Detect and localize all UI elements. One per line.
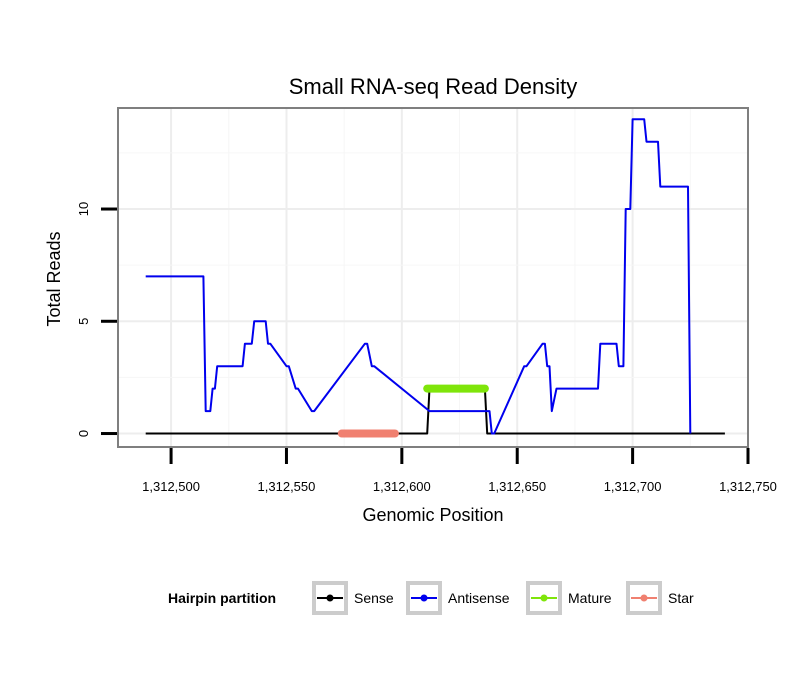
chart-title: Small RNA-seq Read Density (289, 74, 578, 99)
x-tick-label: 1,312,650 (488, 479, 546, 494)
x-tick-label: 1,312,550 (258, 479, 316, 494)
legend-key-dot (420, 594, 428, 602)
legend-entry-sense: Sense (312, 581, 394, 615)
x-axis-title: Genomic Position (362, 505, 503, 525)
legend-entry-star: Star (626, 581, 694, 615)
x-tick-label: 1,312,600 (373, 479, 431, 494)
legend-entry-antisense: Antisense (406, 581, 510, 615)
legend-title: Hairpin partition (168, 590, 276, 606)
axes: 1,312,500 1,312,550 1,312,600 1,312,650 1,31… (76, 202, 777, 494)
series-line-antisense (145, 118, 692, 435)
legend-key-dot (540, 594, 548, 602)
y-tick-label: 5 (76, 318, 91, 325)
legend-entry-mature: Mature (526, 581, 612, 615)
y-tick-label: 0 (76, 430, 91, 437)
legend: Hairpin partition Sense Antisense Mature Sta… (168, 581, 694, 615)
plot-panel-border (117, 107, 749, 448)
x-tick-label: 1,312,500 (142, 479, 200, 494)
x-tick-label: 1,312,700 (604, 479, 662, 494)
x-tick-label: 1,312,750 (719, 479, 777, 494)
legend-label: Mature (568, 590, 612, 606)
y-axis-title: Total Reads (44, 231, 64, 326)
y-tick-label: 10 (76, 202, 91, 216)
series-lines (145, 118, 725, 438)
legend-label: Antisense (448, 590, 510, 606)
legend-key-dot (640, 594, 648, 602)
legend-label: Star (668, 590, 694, 606)
legend-key-dot (326, 594, 334, 602)
legend-label: Sense (354, 590, 394, 606)
